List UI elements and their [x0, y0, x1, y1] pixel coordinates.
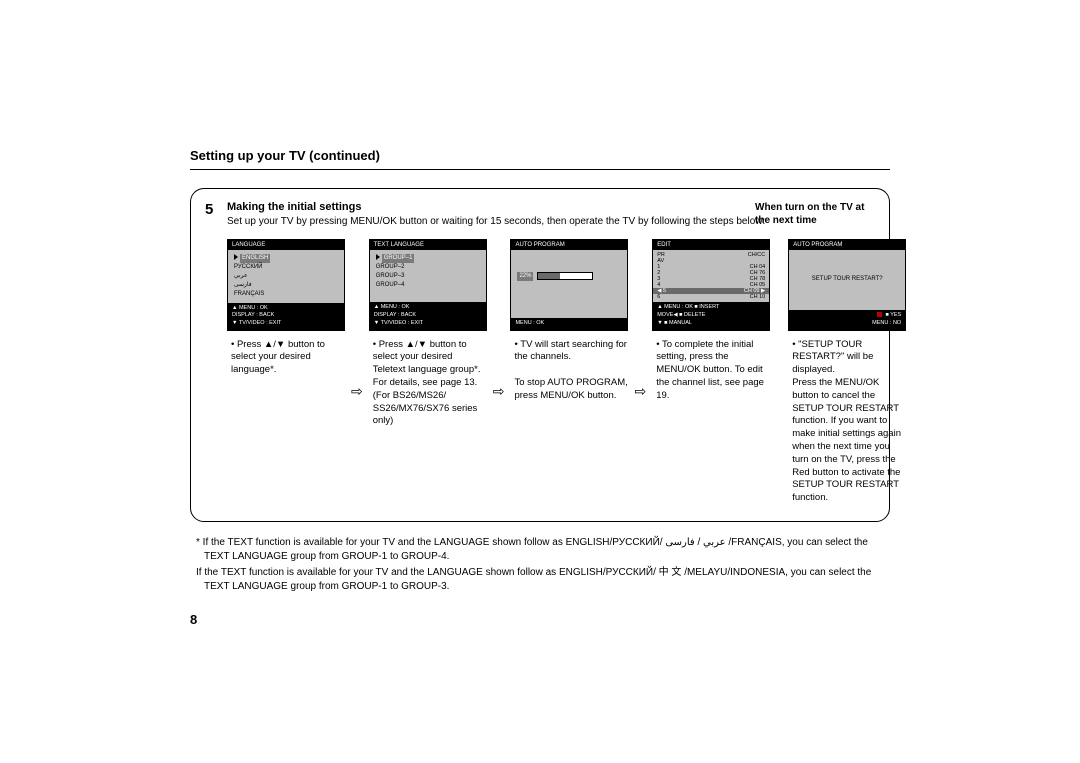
- arrow-icon: ⇨: [351, 383, 363, 400]
- group-item: GROUP–3: [376, 272, 480, 281]
- foot-line: ▲ MENU : OK: [232, 305, 340, 313]
- footnote: If the TEXT function is available for yo…: [196, 566, 890, 594]
- screen-body: SETUP TOUR RESTART?: [789, 250, 905, 311]
- caption: Press ▲/▼ button to select your desired …: [227, 339, 345, 377]
- caption: To complete the initial setting, press t…: [652, 339, 770, 403]
- screen-body: GROUP–1 GROUP–2 GROUP–3 GROUP–4: [370, 250, 486, 303]
- col-autoprogram: AUTO PROGRAM 22% MENU : OK TV will start…: [510, 239, 628, 403]
- screens-row: LANGUAGE ENGLISH РУССКИЙ عربي فارسی FRAN…: [227, 239, 875, 506]
- screen-edit: EDIT PRCH/CC AV1CH 042CH 763CH 784CH 05◀…: [652, 239, 770, 331]
- foot-line: ▲ MENU : OK ■ INSERT: [657, 304, 765, 312]
- caption-text: "SETUP TOUR RESTART?" will be displayed.…: [792, 339, 901, 504]
- screen-autoprogram: AUTO PROGRAM 22% MENU : OK: [510, 239, 628, 331]
- step-number: 5: [205, 201, 219, 218]
- page-title: Setting up your TV (continued): [190, 148, 890, 170]
- foot-line: ■ YES: [885, 312, 901, 318]
- footnotes: * If the TEXT function is available for …: [190, 536, 890, 594]
- col-edit: EDIT PRCH/CC AV1CH 042CH 763CH 784CH 05◀…: [652, 239, 770, 403]
- screen-body: ENGLISH РУССКИЙ عربي فارسی FRANÇAIS: [228, 250, 344, 303]
- foot-line: ▼ TV/VIDEO : EXIT: [232, 320, 340, 328]
- screen-title: TEXT LANGUAGE: [370, 240, 486, 250]
- col-language: LANGUAGE ENGLISH РУССКИЙ عربي فارسی FRAN…: [227, 239, 345, 377]
- screen-title: AUTO PROGRAM: [789, 240, 905, 250]
- caption: Press ▲/▼ button to select your desired …: [369, 339, 487, 429]
- col-textlang: TEXT LANGUAGE GROUP–1 GROUP–2 GROUP–3 GR…: [369, 239, 487, 429]
- caption-text: To complete the initial setting, press t…: [656, 339, 764, 401]
- group-item: GROUP–2: [376, 263, 480, 272]
- foot-line: MOVE◀ ■ DELETE: [657, 312, 765, 320]
- arrow-icon: ⇨: [634, 383, 646, 400]
- screen-footer: MENU : OK: [511, 318, 627, 330]
- lang-item: ENGLISH: [240, 254, 270, 263]
- lang-item: РУССКИЙ: [234, 263, 338, 272]
- caption-text: TV will start searching for the channels…: [514, 339, 627, 401]
- foot-line: DISPLAY : BACK: [374, 312, 482, 320]
- progress-pct: 22%: [517, 272, 533, 281]
- screen-footer: ▲ MENU : OK DISPLAY : BACK ▼ TV/VIDEO : …: [228, 303, 344, 330]
- screen-title: AUTO PROGRAM: [511, 240, 627, 250]
- step-box: 5 Making the initial settings Set up you…: [190, 188, 890, 522]
- group-item: GROUP–4: [376, 281, 480, 290]
- screen-title: LANGUAGE: [228, 240, 344, 250]
- lang-item: فارسی: [234, 281, 338, 290]
- screen-textlang: TEXT LANGUAGE GROUP–1 GROUP–2 GROUP–3 GR…: [369, 239, 487, 331]
- screen-body: PRCH/CC AV1CH 042CH 763CH 784CH 05◀ 5CH …: [653, 250, 769, 303]
- cursor-icon: [376, 254, 380, 260]
- foot-line: DISPLAY : BACK: [232, 312, 340, 320]
- progress-bar: [537, 272, 593, 280]
- caption: "SETUP TOUR RESTART?" will be displayed.…: [788, 339, 906, 506]
- screen-restart: AUTO PROGRAM SETUP TOUR RESTART? ■ YES M…: [788, 239, 906, 331]
- foot-line: ▼ ■ MANUAL: [657, 320, 765, 328]
- group-item: GROUP–1: [382, 254, 415, 263]
- manual-page: Setting up your TV (continued) 5 Making …: [190, 148, 890, 627]
- foot-line: ▼ TV/VIDEO : EXIT: [374, 320, 482, 328]
- red-square-icon: [877, 312, 882, 317]
- screen-title: EDIT: [653, 240, 769, 250]
- arrow-icon: ⇨: [493, 383, 505, 400]
- edit-row: 6CH 10: [653, 294, 769, 300]
- col-restart: AUTO PROGRAM SETUP TOUR RESTART? ■ YES M…: [788, 239, 906, 506]
- foot-line: MENU : NO: [793, 320, 901, 328]
- screen-language: LANGUAGE ENGLISH РУССКИЙ عربي فارسی FRAN…: [227, 239, 345, 331]
- screen-footer: ▲ MENU : OK DISPLAY : BACK ▼ TV/VIDEO : …: [370, 302, 486, 329]
- caption: TV will start searching for the channels…: [510, 339, 628, 403]
- page-number: 8: [190, 612, 890, 627]
- screen-body: 22%: [511, 250, 627, 318]
- restart-text: SETUP TOUR RESTART?: [812, 275, 883, 284]
- cursor-icon: [234, 254, 238, 260]
- lang-item: FRANÇAIS: [234, 290, 338, 299]
- foot-line: ▲ MENU : OK: [374, 304, 482, 312]
- lang-item: عربي: [234, 272, 338, 281]
- right-heading: When turn on the TV at the next time: [755, 201, 875, 227]
- screen-footer: ▲ MENU : OK ■ INSERT MOVE◀ ■ DELETE ▼ ■ …: [653, 302, 769, 329]
- footnote: * If the TEXT function is available for …: [196, 536, 890, 564]
- screen-footer: ■ YES MENU : NO: [789, 310, 905, 329]
- caption-text: Press ▲/▼ button to select your desired …: [373, 339, 481, 427]
- caption-text: Press ▲/▼ button to select your desired …: [231, 339, 325, 376]
